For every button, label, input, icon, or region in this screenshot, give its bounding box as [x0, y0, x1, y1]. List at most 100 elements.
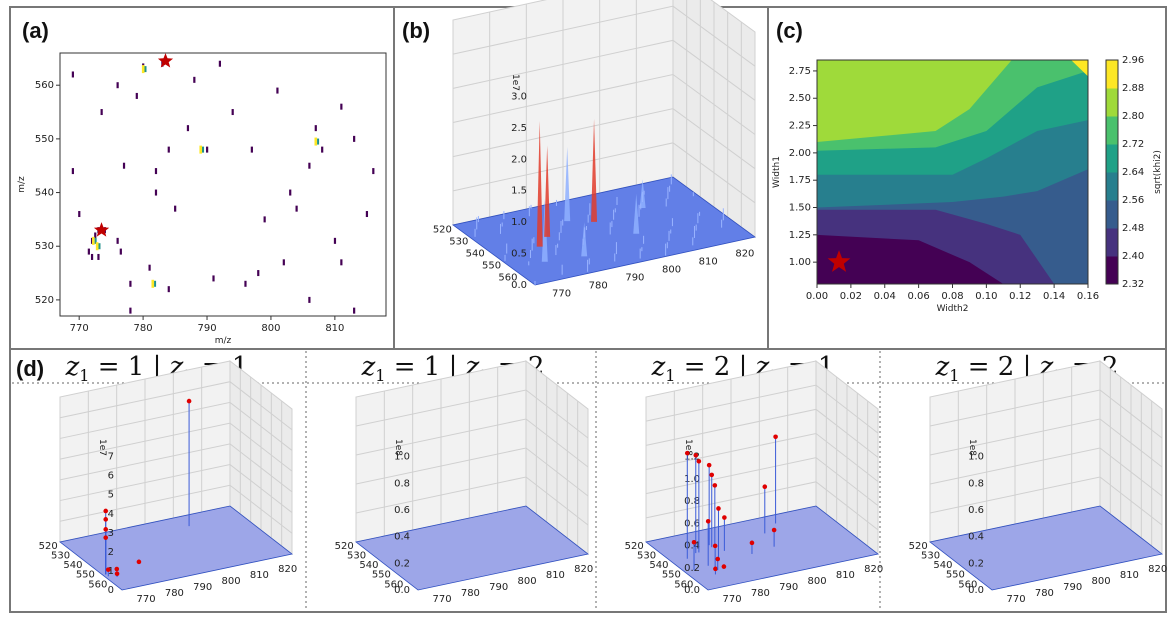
x-tick-label: 770 — [1007, 594, 1026, 605]
z-tick-label: 1 — [108, 566, 114, 577]
data-point — [114, 571, 120, 577]
x-tick-label: 790 — [1063, 582, 1082, 593]
y-tick-label: 1.25 — [789, 230, 811, 241]
data-point — [684, 450, 690, 456]
z-tick-label: 0.6 — [394, 505, 410, 516]
contour-band — [817, 234, 1004, 284]
y-tick-label: 560 — [498, 273, 517, 284]
data-point — [94, 232, 97, 239]
x-tick-label: 770 — [723, 594, 742, 605]
grid-line — [355, 418, 589, 468]
panel-label-c: (c) — [776, 18, 803, 43]
z-tick-label: 0.4 — [394, 532, 410, 543]
x-tick-label: 790 — [197, 323, 216, 334]
data-point-hot — [141, 65, 145, 74]
z-scale-label: 1e7 — [97, 439, 107, 456]
data-point — [308, 296, 311, 303]
data-point — [103, 508, 109, 514]
x-tick-label: 0.10 — [975, 291, 997, 302]
data-point — [716, 506, 721, 511]
x-tick-label: 780 — [751, 588, 770, 599]
plot-area — [59, 52, 387, 317]
colorbar-frame — [1105, 59, 1119, 285]
x-tick-label: 810 — [836, 570, 855, 581]
z-tick-label: 0.4 — [968, 532, 984, 543]
data-point — [308, 162, 311, 169]
x-tick-label: 800 — [518, 576, 537, 587]
y-tick-label: 2.25 — [789, 121, 811, 132]
x-tick-label: 0.06 — [907, 291, 929, 302]
panel-title-part: 1 — [949, 366, 959, 385]
grid-line — [452, 108, 756, 170]
z-tick-label: 1.0 — [511, 217, 527, 228]
panel-label-a: (a) — [22, 18, 49, 43]
data-point — [135, 92, 138, 99]
data-point — [193, 76, 196, 83]
y-tick-label: 540 — [63, 560, 82, 571]
z-tick-label: 7 — [108, 452, 114, 463]
surface-spike — [581, 222, 588, 257]
y-tick-label: 550 — [662, 570, 681, 581]
data-point — [119, 248, 122, 255]
z-tick-label: 0.0 — [511, 280, 527, 291]
data-point — [206, 146, 209, 153]
z-tick-label: 0.2 — [968, 558, 984, 569]
data-point — [721, 564, 727, 569]
y-tick-label: 550 — [35, 134, 54, 145]
z-tick-label: 6 — [108, 471, 114, 482]
data-point — [167, 146, 170, 153]
data-point — [712, 543, 718, 549]
y-tick-label: 2.50 — [789, 93, 811, 104]
x-tick-label: 770 — [137, 594, 156, 605]
surface-spike — [536, 120, 543, 247]
chart-c: 0.00 0.02 0.04 0.06 0.08 0.10 0.12 0.14 0.16 1.00… — [772, 55, 1163, 314]
x-tick-label: 800 — [662, 265, 681, 276]
grid-line — [59, 443, 293, 493]
colorbar-segment — [1106, 172, 1118, 201]
x-tick-label: 0.16 — [1077, 291, 1099, 302]
chart-d3: z1 = 2 | z2 = 10.00.20.40.60.81.01.21e87… — [625, 352, 884, 605]
colorbar-tick-label: 2.64 — [1122, 167, 1144, 178]
z-tick-label: 4 — [108, 509, 114, 520]
x-tick-label: 810 — [325, 323, 344, 334]
z-scale-label: 1e8 — [967, 439, 977, 456]
colorbar-tick-label: 2.32 — [1122, 279, 1144, 290]
grid-line — [929, 447, 1163, 497]
x-tick-label: 790 — [779, 582, 798, 593]
data-point — [712, 483, 718, 488]
y-tick-label: 520 — [909, 541, 928, 552]
data-point — [340, 103, 343, 110]
chart-d1: z1 = 1 | z2 = 1012345671e777078079080081… — [39, 352, 298, 605]
z-scale-label: 1e8 — [393, 439, 403, 456]
grid-line — [645, 457, 879, 507]
grid-line — [452, 142, 756, 204]
surface-spike — [633, 193, 640, 234]
x-tick-label: 800 — [261, 323, 280, 334]
data-point — [218, 60, 222, 67]
grid-line — [59, 464, 293, 513]
colorbar-segment — [1106, 88, 1118, 117]
data-point — [231, 109, 234, 116]
data-point-hot — [199, 145, 203, 154]
z-tick-label: 0.5 — [511, 249, 527, 260]
x-tick-label: 820 — [278, 564, 297, 575]
panel-title-part: z — [361, 352, 376, 382]
x-tick-label: 770 — [433, 594, 452, 605]
y-tick-label: 520 — [625, 541, 644, 552]
chart-d4: z1 = 2 | z2 = 20.00.20.40.60.81.01e87707… — [909, 352, 1168, 605]
y-tick-label: 540 — [649, 560, 668, 571]
y-tick-label: 1.00 — [789, 257, 811, 268]
y-tick-label: 560 — [88, 579, 107, 590]
data-point-mid — [317, 138, 320, 145]
colorbar-segment — [1106, 116, 1118, 145]
data-point — [103, 535, 109, 540]
panel-title-part: z — [65, 352, 80, 382]
colorbar-segment — [1106, 144, 1118, 173]
data-point — [105, 567, 111, 572]
y-tick-label: 530 — [449, 237, 468, 248]
x-axis-label: Width2 — [937, 304, 969, 314]
x-tick-label: 780 — [461, 588, 480, 599]
data-point — [263, 216, 266, 223]
data-point-hot — [151, 279, 155, 288]
